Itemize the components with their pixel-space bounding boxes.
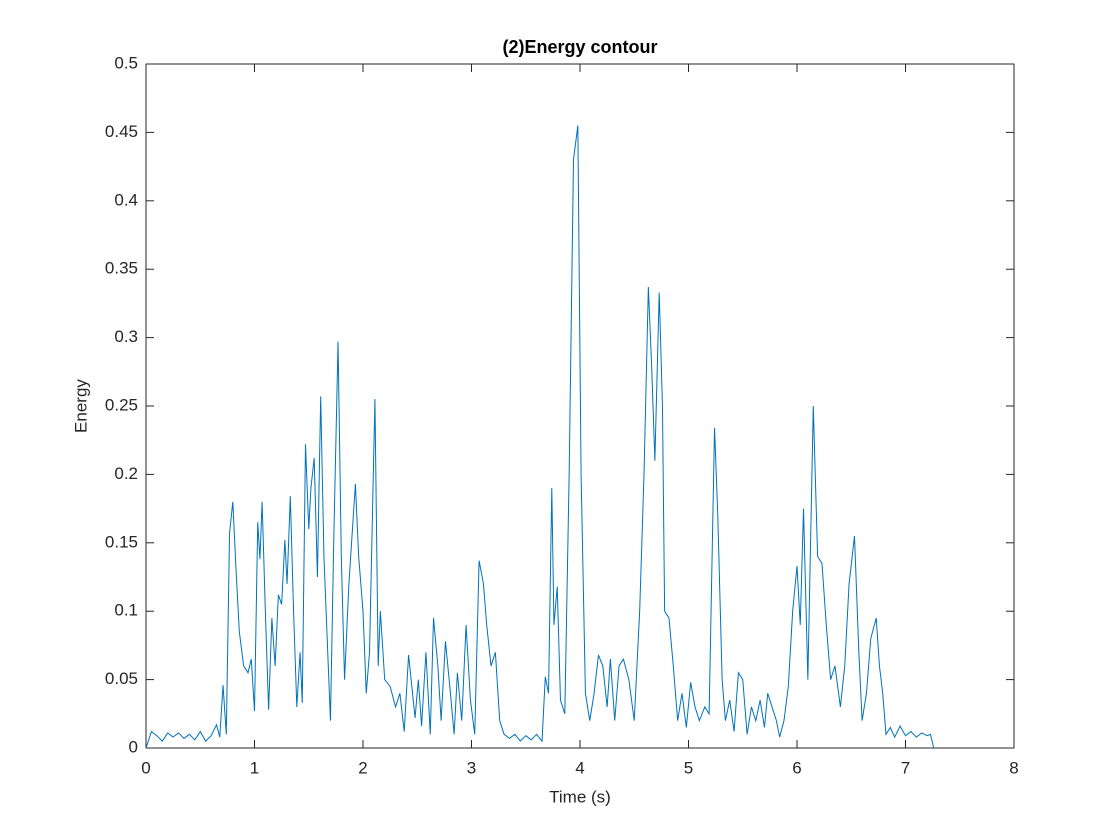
y-tick-label: 0.35 xyxy=(105,259,138,278)
x-axis-label: Time (s) xyxy=(549,787,611,806)
y-tick-label: 0.4 xyxy=(114,190,138,209)
y-tick-label: 0.45 xyxy=(105,122,138,141)
y-tick-label: 0.25 xyxy=(105,395,138,414)
x-tick-label: 0 xyxy=(141,758,150,777)
x-tick-label: 2 xyxy=(358,758,367,777)
y-tick-label: 0.2 xyxy=(114,464,138,483)
y-tick-label: 0 xyxy=(129,737,138,756)
y-tick-label: 0.15 xyxy=(105,532,138,551)
x-tick-label: 7 xyxy=(901,758,910,777)
x-tick-label: 8 xyxy=(1009,758,1018,777)
y-tick-label: 0.05 xyxy=(105,669,138,688)
y-tick-label: 0.3 xyxy=(114,327,138,346)
line-series xyxy=(145,125,935,749)
y-tick-label: 0.1 xyxy=(114,601,138,620)
y-axis-label: Energy xyxy=(71,379,90,433)
x-tick-label: 1 xyxy=(250,758,259,777)
x-tick-label: 4 xyxy=(575,758,584,777)
chart-title: (2)Energy contour xyxy=(502,37,657,57)
y-tick-label: 0.5 xyxy=(114,53,138,72)
x-tick-label: 5 xyxy=(684,758,693,777)
x-tick-label: 3 xyxy=(467,758,476,777)
x-tick-label: 6 xyxy=(792,758,801,777)
